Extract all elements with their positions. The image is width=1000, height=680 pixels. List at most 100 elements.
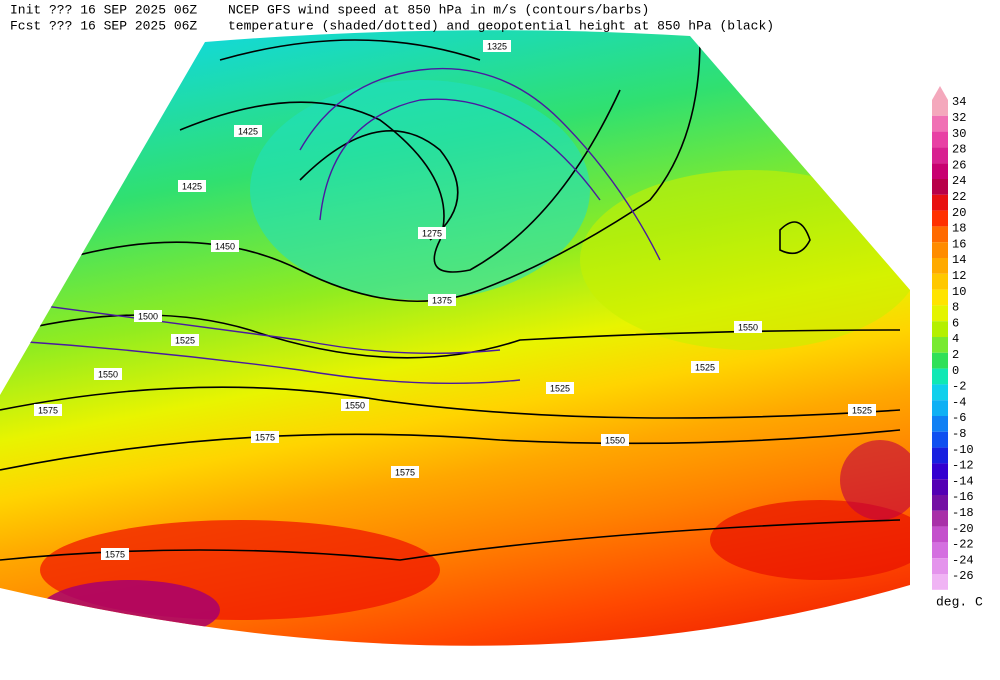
wind-contours xyxy=(0,67,661,385)
colorbar-label: 32 xyxy=(952,111,966,125)
hot-area xyxy=(710,500,910,580)
colorbar-swatch xyxy=(932,289,948,306)
contour-label-box xyxy=(178,180,206,192)
colorbar-swatch xyxy=(932,479,948,495)
colorbar-label: 10 xyxy=(952,285,966,299)
colorbar-swatch xyxy=(932,179,948,195)
hottest-area xyxy=(40,580,220,640)
colorbar-label: 28 xyxy=(952,143,966,157)
colorbar-label: 26 xyxy=(952,158,966,172)
contour-label: 1275 xyxy=(422,228,442,238)
colorbar-swatch xyxy=(932,542,948,559)
colorbar-swatch xyxy=(932,447,948,464)
colorbar-label: 22 xyxy=(952,190,966,204)
colorbar-label: 0 xyxy=(952,364,959,378)
contour-label-box xyxy=(734,321,762,333)
colorbar-swatch xyxy=(932,258,948,274)
colorbar-label: -18 xyxy=(952,506,974,520)
contour-label-box xyxy=(94,368,122,380)
colorbar-label: 4 xyxy=(952,332,959,346)
colorbar-swatch xyxy=(932,273,948,290)
contour-label: 1550 xyxy=(345,400,365,410)
hottest-area xyxy=(840,440,910,520)
colorbar-label: 6 xyxy=(952,316,959,330)
colorbar-label: -20 xyxy=(952,522,974,536)
colorbar-label: 24 xyxy=(952,174,966,188)
cold-core xyxy=(250,80,590,300)
colorbar-swatch xyxy=(932,305,948,322)
contour-label-box xyxy=(211,240,239,252)
contour-label: 1375 xyxy=(432,295,452,305)
colorbar-swatch xyxy=(932,368,948,385)
colorbar-swatch xyxy=(932,510,948,527)
colorbar-swatch xyxy=(932,321,948,337)
colorbar-swatch xyxy=(932,210,948,227)
colorbar-label: -10 xyxy=(952,443,974,457)
colorbar-swatch xyxy=(932,352,948,369)
colorbar-label: 20 xyxy=(952,206,966,220)
colorbar-swatch xyxy=(932,147,948,164)
title-line: temperature (shaded/dotted) and geopoten… xyxy=(228,18,774,33)
colorbar-label: -8 xyxy=(952,427,966,441)
colorbar-swatch xyxy=(932,163,948,179)
contour-label: 1500 xyxy=(138,311,158,321)
contour-label: 1550 xyxy=(738,322,758,332)
contour-label-box xyxy=(483,40,511,52)
contour-label: 1425 xyxy=(238,126,258,136)
colorbar-label: 30 xyxy=(952,127,966,141)
colorbar: 3432302826242220181614121086420-2-4-6-8-… xyxy=(932,86,974,590)
map-area xyxy=(0,30,910,646)
contour-label: 1525 xyxy=(852,405,872,415)
colorbar-label: -22 xyxy=(952,538,974,552)
colorbar-label: 2 xyxy=(952,348,959,362)
colorbar-label: -14 xyxy=(952,474,974,488)
contour-label: 1325 xyxy=(487,41,507,51)
warm-area xyxy=(580,170,910,350)
colorbar-swatch xyxy=(932,558,948,574)
contour-label-box xyxy=(601,434,629,446)
contour-label-box xyxy=(341,399,369,411)
contour-label: 1550 xyxy=(605,435,625,445)
forecast-time: Fcst ??? 16 SEP 2025 06Z xyxy=(10,18,197,33)
colorbar-swatch xyxy=(932,194,948,211)
colorbar-swatch xyxy=(932,495,948,511)
contour-label-box xyxy=(691,361,719,373)
contour-label-box xyxy=(251,431,279,443)
colorbar-label: -16 xyxy=(952,490,974,504)
contour-label: 1450 xyxy=(215,241,235,251)
colorbar-label: 8 xyxy=(952,301,959,315)
colorbar-swatch xyxy=(932,400,948,416)
colorbar-swatch xyxy=(932,384,948,401)
title-line: NCEP GFS wind speed at 850 hPa in m/s (c… xyxy=(228,2,649,17)
colorbar-label: -26 xyxy=(952,569,974,583)
contour-label: 1425 xyxy=(182,181,202,191)
colorbar-label: 14 xyxy=(952,253,966,267)
colorbar-swatch xyxy=(932,100,948,116)
contour-label-box xyxy=(428,294,456,306)
contour-label: 1550 xyxy=(98,369,118,379)
colorbar-arrow xyxy=(932,86,948,100)
colorbar-label: -12 xyxy=(952,459,974,473)
contour-labels: 1325 1425 1425 1450 1275 1375 1500 1525 1550 1575… xyxy=(34,40,876,560)
colorbar-swatch xyxy=(932,226,948,243)
colorbar-label: 16 xyxy=(952,237,966,251)
contour-label: 1525 xyxy=(695,362,715,372)
contour-label-box xyxy=(34,404,62,416)
contour-label-box xyxy=(171,334,199,346)
colorbar-swatch xyxy=(932,242,948,258)
contour-label: 1575 xyxy=(395,467,415,477)
colorbar-label: -4 xyxy=(952,395,966,409)
colorbar-swatch xyxy=(932,463,948,480)
colorbar-label: -6 xyxy=(952,411,966,425)
init-time: Init ??? 16 SEP 2025 06Z xyxy=(10,2,197,17)
colorbar-swatch xyxy=(932,526,948,543)
contour-label: 1575 xyxy=(38,405,58,415)
contour-label-box xyxy=(546,382,574,394)
colorbar-swatch xyxy=(932,115,948,132)
colorbar-label: 34 xyxy=(952,95,966,109)
colorbar-swatch xyxy=(932,416,948,432)
contour-label: 1575 xyxy=(105,549,125,559)
colorbar-swatch xyxy=(932,574,948,590)
contour-label-box xyxy=(234,125,262,137)
